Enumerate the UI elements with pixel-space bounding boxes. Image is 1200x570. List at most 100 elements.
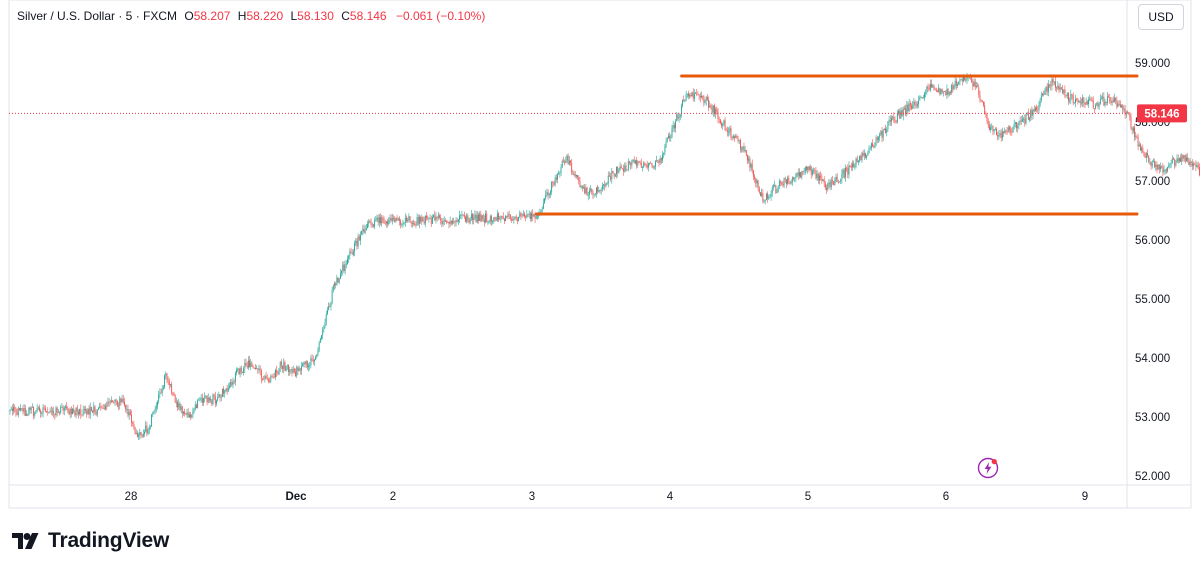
candle-body — [839, 181, 840, 183]
candle-body — [49, 410, 51, 413]
candle-body — [322, 329, 324, 336]
candle-body — [401, 224, 403, 225]
candle-body — [494, 217, 496, 219]
candle-body — [1171, 158, 1173, 164]
candle-body — [761, 192, 763, 197]
candle-body — [318, 342, 320, 351]
candle-body — [710, 105, 712, 107]
candle-body — [1164, 169, 1166, 171]
candle-body — [288, 364, 289, 372]
candle-body — [541, 208, 543, 211]
candle-body — [892, 116, 894, 119]
candle-body — [459, 215, 461, 220]
candle-body — [507, 214, 509, 218]
candle-body — [755, 178, 757, 184]
candle-body — [389, 217, 391, 220]
candle-body — [93, 406, 95, 413]
candle-body — [231, 382, 233, 385]
candle-body — [1036, 107, 1038, 110]
candle-body — [500, 216, 502, 220]
candle-body — [1125, 112, 1127, 115]
candle-body — [434, 215, 436, 221]
candle-body — [1138, 144, 1140, 147]
candle-body — [236, 370, 238, 373]
candle-body — [115, 399, 117, 401]
candle-body — [640, 162, 642, 168]
candle-body — [1130, 117, 1132, 129]
candle-body — [802, 171, 804, 173]
candle-body — [369, 221, 371, 223]
candle-body — [220, 397, 222, 398]
candle-body — [264, 375, 266, 380]
level-lines — [535, 74, 1139, 216]
candle-body — [481, 215, 483, 222]
candle-body — [578, 176, 580, 182]
candle-body — [1154, 161, 1156, 167]
symbol-title[interactable]: Silver / U.S. Dollar · 5 · FXCM — [17, 9, 178, 23]
candle-body — [197, 400, 199, 408]
time-axis[interactable]: 28 Dec 2 3 4 5 6 9 — [125, 491, 1089, 503]
candle-body — [951, 84, 953, 93]
candle-body — [1175, 162, 1177, 166]
candle-body — [985, 113, 987, 115]
candle-body — [931, 83, 933, 88]
candle-body — [480, 213, 482, 222]
candle-body — [828, 182, 830, 184]
candle-body — [545, 194, 547, 199]
candle-body — [57, 412, 59, 413]
candle-body — [100, 406, 102, 408]
candle-body — [1119, 104, 1121, 108]
candle-body — [810, 166, 812, 175]
candle-body — [1134, 127, 1135, 138]
currency-button[interactable]: USD — [1138, 4, 1184, 30]
candle-body — [756, 180, 758, 184]
candle-body — [860, 155, 862, 161]
candle-body — [938, 88, 940, 93]
candle-body — [312, 359, 314, 362]
candle-body — [973, 81, 975, 87]
lightning-bolt-icon[interactable] — [977, 457, 999, 479]
candle-body — [775, 185, 777, 193]
candle-body — [50, 410, 52, 412]
candle-body — [1121, 105, 1123, 108]
candle-body — [326, 309, 328, 315]
candle-body — [899, 111, 901, 119]
candle-body — [1058, 85, 1060, 90]
candle-body — [139, 432, 141, 435]
candle-body — [265, 375, 267, 379]
candle-body — [1186, 157, 1187, 162]
candle-body — [874, 142, 876, 148]
candle-body — [939, 88, 941, 95]
candle-body — [984, 105, 986, 114]
candle-body — [277, 372, 279, 375]
candle-body — [679, 114, 681, 118]
candle-body — [912, 105, 914, 109]
candle-body — [1037, 109, 1039, 111]
candle-body — [1026, 112, 1028, 115]
brand[interactable]: TradingView — [12, 528, 169, 554]
candle-body — [190, 414, 191, 418]
candle-body — [447, 222, 449, 223]
candle-body — [172, 392, 174, 394]
candle-body — [1132, 127, 1134, 131]
candle-body — [1079, 100, 1081, 104]
candle-body — [706, 97, 708, 100]
candle-body — [627, 161, 629, 170]
candle-body — [852, 163, 853, 168]
candle-body — [617, 166, 619, 173]
candle-body — [659, 157, 661, 163]
candle-body — [695, 93, 697, 94]
candle-body — [1068, 93, 1069, 101]
candle-body — [597, 187, 599, 192]
candle-body — [377, 217, 379, 223]
candle-body — [74, 412, 76, 416]
candle-body — [360, 234, 361, 241]
candle-body — [146, 425, 148, 434]
candle-body — [258, 368, 260, 370]
candle-body — [394, 218, 396, 222]
candle-body — [769, 196, 771, 198]
candle-body — [945, 91, 947, 96]
candle-body — [89, 406, 91, 415]
candle-body — [1003, 131, 1005, 133]
